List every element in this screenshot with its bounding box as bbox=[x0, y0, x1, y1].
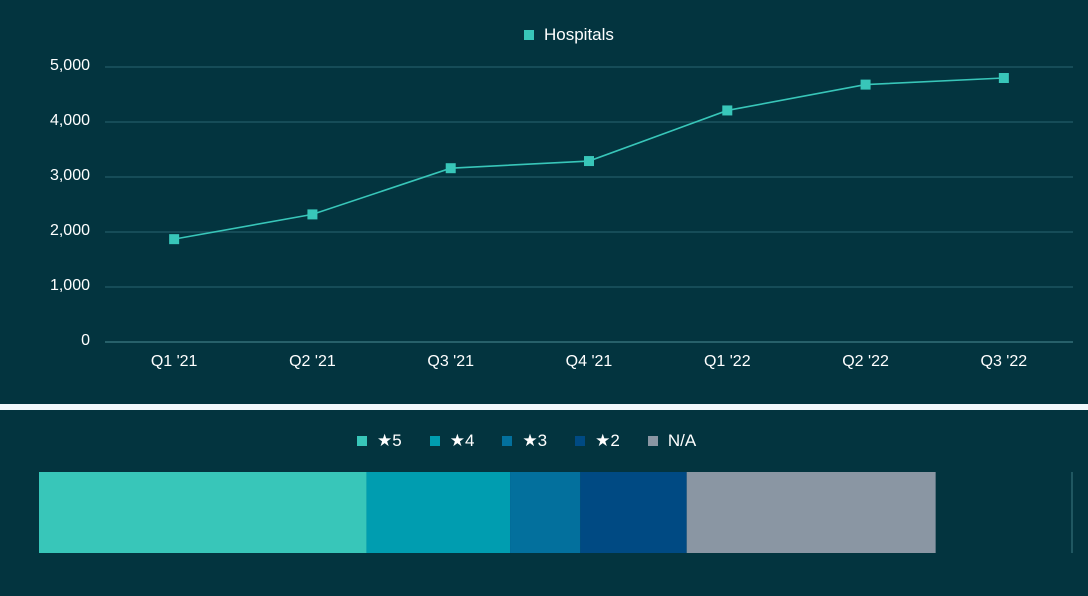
legend-label: N/A bbox=[667, 431, 697, 450]
legend-label: ★3 bbox=[522, 431, 548, 450]
legend-swatch-icon bbox=[647, 436, 658, 446]
legend-item-star-2[interactable]: ★2 bbox=[575, 431, 620, 451]
legend-item-hospitals[interactable]: Hospitals bbox=[524, 25, 614, 45]
rating-bar-legend: ★5 ★4 ★3 ★2 N/A bbox=[357, 431, 724, 451]
y-tick-label: 4,000 bbox=[49, 112, 90, 129]
x-tick-label: Q2 '21 bbox=[289, 353, 336, 370]
line-chart-panel: Hospitals 0 1,000 2,000 3,000 4,000 5,000 Q1 … bbox=[49, 25, 1073, 370]
data-point-marker[interactable] bbox=[307, 209, 318, 220]
data-point-marker[interactable] bbox=[998, 73, 1009, 83]
rating-stacked-bar bbox=[39, 472, 1073, 553]
legend-label: Hospitals bbox=[544, 25, 614, 44]
legend-swatch-icon bbox=[575, 436, 586, 446]
bar-segment-star-5[interactable] bbox=[39, 472, 367, 553]
legend-label: ★4 bbox=[449, 431, 475, 450]
y-tick-label: 1,000 bbox=[49, 277, 90, 294]
legend-swatch-icon bbox=[357, 436, 367, 446]
x-tick-label: Q1 '22 bbox=[703, 353, 751, 370]
y-tick-label: 3,000 bbox=[49, 167, 90, 184]
bar-segment-na[interactable] bbox=[686, 472, 936, 553]
legend-item-star-3[interactable]: ★3 bbox=[502, 431, 547, 451]
legend-label: ★2 bbox=[595, 431, 620, 450]
legend-label: ★5 bbox=[377, 431, 402, 450]
x-tick-label: Q3 '21 bbox=[427, 353, 475, 370]
legend-item-star-4[interactable]: ★4 bbox=[429, 431, 475, 451]
rating-bar-panel: ★5 ★4 ★3 ★2 N/A bbox=[0, 410, 1088, 596]
bar-segment-star-4[interactable] bbox=[366, 472, 511, 553]
legend-item-star-5[interactable]: ★5 bbox=[357, 431, 402, 451]
legend-swatch-icon bbox=[429, 436, 440, 446]
line-chart-legend: Hospitals bbox=[524, 25, 614, 45]
bar-segment-star-3[interactable] bbox=[510, 472, 581, 553]
legend-item-na[interactable]: N/A bbox=[647, 431, 697, 451]
data-point-marker[interactable] bbox=[445, 163, 456, 174]
line-chart-plot bbox=[105, 66, 1073, 343]
y-tick-label: 5,000 bbox=[49, 57, 90, 74]
x-tick-label: Q1 '21 bbox=[150, 353, 198, 370]
y-tick-label: 0 bbox=[81, 332, 90, 349]
bar-segment-star-2[interactable] bbox=[580, 472, 687, 553]
y-tick-label: 2,000 bbox=[49, 222, 90, 239]
data-point-marker[interactable] bbox=[860, 79, 871, 90]
x-tick-label: Q3 '22 bbox=[980, 353, 1028, 370]
data-point-marker[interactable] bbox=[722, 105, 733, 116]
x-tick-label: Q2 '22 bbox=[842, 353, 889, 370]
legend-swatch-icon bbox=[524, 30, 534, 40]
data-point-marker[interactable] bbox=[584, 156, 594, 167]
panel-separator bbox=[0, 404, 1088, 410]
data-point-marker[interactable] bbox=[169, 234, 180, 245]
x-tick-label: Q4 '21 bbox=[565, 353, 613, 370]
legend-swatch-icon bbox=[502, 436, 513, 446]
